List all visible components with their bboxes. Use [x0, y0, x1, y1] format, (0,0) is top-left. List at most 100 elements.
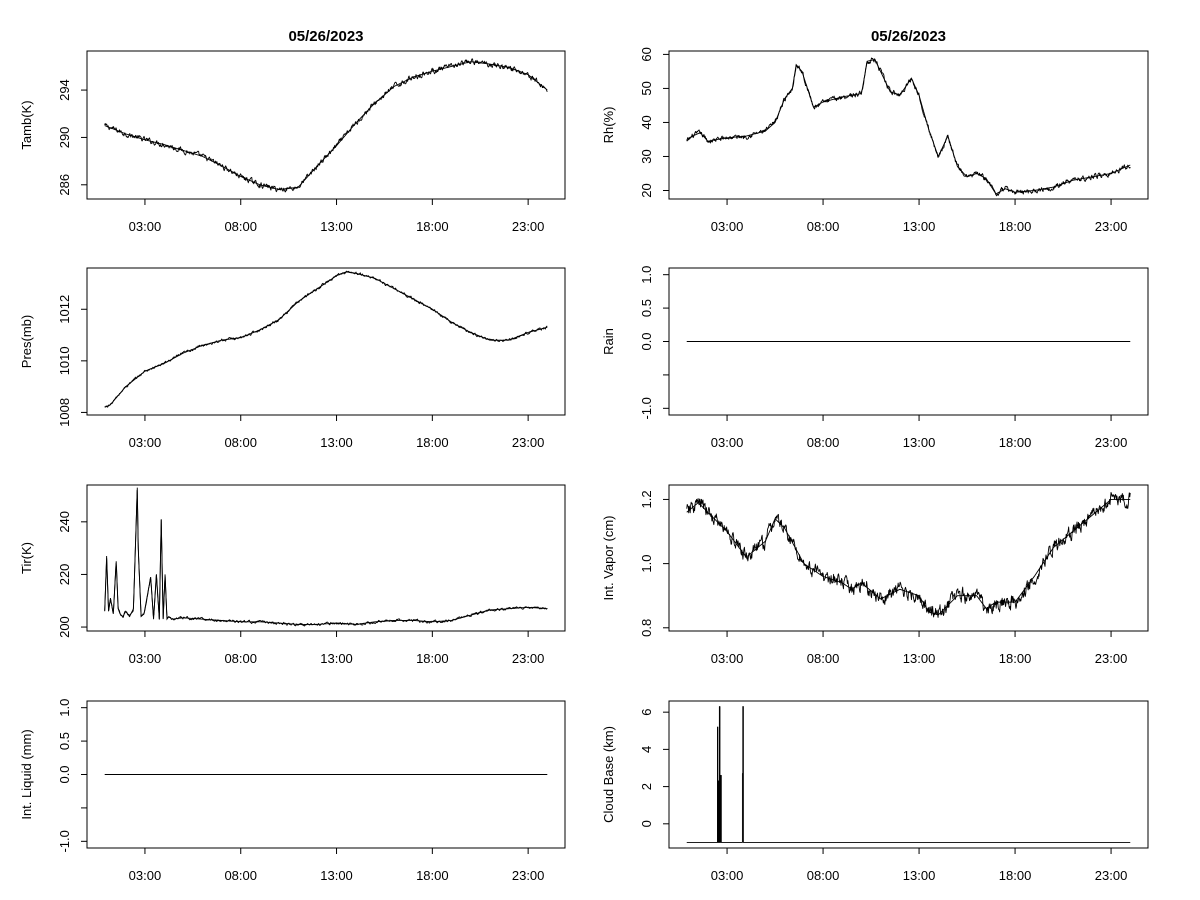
y-axis-label: Int. Vapor (cm): [601, 515, 616, 600]
y-tick-label: 240: [57, 511, 72, 533]
series-line-pres-trend: [104, 271, 548, 408]
y-tick-label: 1.0: [639, 555, 654, 573]
y-tick-label: 4: [639, 746, 654, 753]
chart-title: 05/26/2023: [288, 28, 363, 45]
y-tick-label: 1010: [57, 346, 72, 375]
y-tick-label: 30: [639, 149, 654, 163]
chart-tamb: 05/26/2023 Tamb(K) 03:00 08:00 13:00 18:00 23:…: [19, 28, 566, 234]
x-tick-label: 18:00: [999, 868, 1032, 883]
series-line-cloud-base: [686, 706, 1131, 843]
y-tick-label: 50: [639, 81, 654, 95]
x-tick-label: 08:00: [224, 435, 257, 450]
x-tick-label: 18:00: [416, 219, 449, 234]
series-line-int-vapor: [686, 491, 1131, 618]
x-tick-label: 23:00: [512, 435, 545, 450]
y-tick-label: 286: [57, 174, 72, 196]
plot-frame: [86, 267, 566, 416]
chart-rain: Rain 03:00 08:00 13:00 18:00 23:00 -1.0 0.0 0.5 1…: [601, 266, 1149, 450]
plot-frame: [86, 50, 566, 200]
x-tick-label: 08:00: [224, 219, 257, 234]
series-line-int-vapor-trend: [686, 498, 1131, 616]
x-tick-label: 03:00: [129, 435, 162, 450]
x-tick-label: 18:00: [999, 435, 1032, 450]
series-line-rh: [686, 57, 1131, 197]
y-tick-label: 20: [639, 183, 654, 197]
x-tick-label: 23:00: [1095, 868, 1128, 883]
y-axis-label: Pres(mb): [19, 315, 34, 368]
chart-title: 05/26/2023: [871, 28, 946, 45]
series-line-tamb-trend: [104, 61, 548, 190]
x-tick-label: 18:00: [416, 435, 449, 450]
series-line-rh-trend: [686, 58, 1131, 195]
y-tick-label: 1.0: [639, 266, 654, 284]
y-tick-label: 294: [57, 79, 72, 101]
x-tick-label: 13:00: [903, 219, 936, 234]
plot-frame: [668, 484, 1149, 632]
x-tick-label: 03:00: [129, 651, 162, 666]
x-tick-label: 03:00: [711, 219, 744, 234]
x-tick-label: 08:00: [807, 868, 840, 883]
x-tick-label: 18:00: [999, 219, 1032, 234]
y-tick-label: 0.0: [57, 765, 72, 783]
x-tick-label: 23:00: [1095, 651, 1128, 666]
y-tick-label: 0.8: [639, 619, 654, 637]
x-tick-label: 13:00: [903, 651, 936, 666]
x-tick-label: 03:00: [711, 868, 744, 883]
x-tick-label: 03:00: [711, 435, 744, 450]
y-axis-label: Cloud Base (km): [601, 726, 616, 823]
x-tick-label: 23:00: [1095, 219, 1128, 234]
series-line-pres: [104, 270, 548, 408]
y-axis-label: Int. Liquid (mm): [19, 729, 34, 819]
y-tick-label: 200: [57, 616, 72, 638]
chart-vapor: Int. Vapor (cm) 03:00 08:00 13:00 18:00 23:00…: [601, 484, 1149, 666]
y-tick-label: 0: [639, 820, 654, 827]
x-tick-label: 13:00: [320, 868, 353, 883]
plot-frame: [86, 484, 566, 632]
y-axis-label: Tir(K): [19, 542, 34, 574]
x-tick-label: 18:00: [416, 651, 449, 666]
x-tick-label: 23:00: [512, 651, 545, 666]
x-tick-label: 03:00: [711, 651, 744, 666]
x-tick-label: 13:00: [320, 651, 353, 666]
chart-pres: Pres(mb) 03:00 08:00 13:00 18:00 23:00 1008 101…: [19, 267, 566, 450]
x-tick-label: 13:00: [320, 219, 353, 234]
chart-cloudbase: Cloud Base (km) 03:00 08:00 13:00 18:00 23:00…: [601, 700, 1149, 883]
x-tick-label: 13:00: [903, 435, 936, 450]
y-tick-label: 1.2: [639, 490, 654, 508]
y-tick-label: -1.0: [639, 397, 654, 419]
y-axis-label: Tamb(K): [19, 100, 34, 149]
y-tick-label: 0.5: [57, 732, 72, 750]
y-tick-label: 40: [639, 115, 654, 129]
x-tick-label: 03:00: [129, 219, 162, 234]
y-tick-label: 1012: [57, 295, 72, 324]
y-tick-label: 2: [639, 783, 654, 790]
x-tick-label: 13:00: [903, 868, 936, 883]
y-tick-label: 0.5: [639, 299, 654, 317]
x-tick-label: 18:00: [416, 868, 449, 883]
chart-liquid: Int. Liquid (mm) 03:00 08:00 13:00 18:00 23:0…: [19, 699, 566, 883]
y-tick-label: -1.0: [57, 830, 72, 852]
y-tick-label: 220: [57, 564, 72, 586]
plot-frame: [668, 50, 1149, 200]
chart-tir: Tir(K) 03:00 08:00 13:00 18:00 23:00 200 220 240: [19, 484, 566, 666]
y-tick-label: 1.0: [57, 699, 72, 717]
chart-rh: 05/26/2023 Rh(%) 03:00 08:00 13:00 18:00 23:00…: [601, 28, 1149, 234]
series-line-tir: [104, 489, 548, 627]
x-tick-label: 03:00: [129, 868, 162, 883]
y-tick-label: 1008: [57, 398, 72, 427]
x-tick-label: 13:00: [320, 435, 353, 450]
x-tick-label: 18:00: [999, 651, 1032, 666]
x-tick-label: 23:00: [512, 868, 545, 883]
x-tick-label: 08:00: [807, 219, 840, 234]
x-tick-label: 08:00: [807, 651, 840, 666]
y-axis-label: Rh(%): [601, 107, 616, 144]
x-tick-label: 23:00: [512, 219, 545, 234]
y-tick-label: 60: [639, 47, 654, 61]
x-tick-label: 08:00: [224, 651, 257, 666]
y-tick-label: 0.0: [639, 332, 654, 350]
series-line-tir-trend: [104, 487, 548, 625]
y-tick-label: 290: [57, 127, 72, 149]
y-tick-label: 6: [639, 709, 654, 716]
series-line-tamb: [104, 58, 548, 193]
